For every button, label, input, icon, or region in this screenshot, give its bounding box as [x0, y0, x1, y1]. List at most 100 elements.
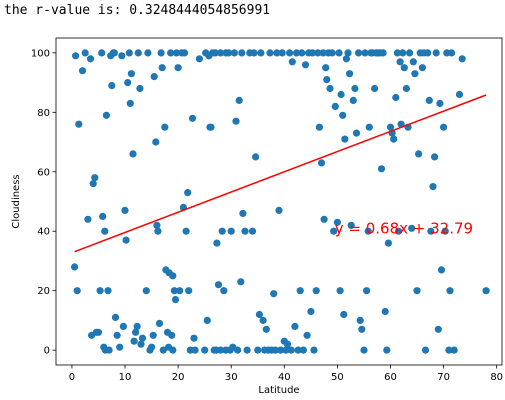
data-point: [121, 206, 129, 214]
data-point: [78, 67, 87, 75]
x-tick-label: 20: [172, 372, 185, 383]
data-point: [308, 49, 316, 57]
data-point: [201, 346, 209, 354]
data-point: [436, 99, 444, 107]
data-point: [390, 135, 398, 143]
data-point: [337, 90, 345, 99]
data-point: [122, 236, 130, 244]
data-point: [98, 49, 106, 57]
data-point: [355, 49, 363, 57]
data-point: [277, 346, 285, 354]
data-point: [429, 183, 437, 191]
data-point: [342, 55, 350, 63]
data-point: [270, 290, 278, 298]
data-point: [298, 49, 306, 57]
data-point: [207, 123, 215, 131]
data-point: [335, 49, 343, 57]
data-point: [360, 346, 368, 354]
y-tick-label: 0: [44, 346, 50, 357]
data-point: [413, 287, 421, 295]
x-tick-label: 10: [119, 372, 132, 383]
data-point: [283, 340, 292, 348]
data-point: [254, 346, 262, 354]
data-point: [91, 174, 99, 182]
data-point: [217, 49, 225, 57]
data-point: [446, 287, 454, 295]
data-point: [132, 328, 140, 336]
y-tick-label: 60: [37, 167, 50, 178]
data-point: [351, 84, 359, 93]
data-point: [171, 296, 180, 304]
data-point: [266, 49, 274, 57]
data-point: [344, 49, 352, 57]
data-point: [169, 272, 177, 280]
data-point: [383, 346, 391, 354]
data-point: [159, 346, 167, 354]
data-point: [213, 239, 221, 247]
data-point: [292, 49, 301, 57]
data-point: [340, 310, 348, 319]
data-point: [379, 49, 387, 57]
data-point: [144, 49, 152, 57]
y-axis-label: Cloudiness: [11, 174, 22, 228]
data-point: [71, 263, 79, 271]
data-point: [358, 325, 366, 333]
data-point: [86, 55, 95, 63]
data-point: [257, 49, 265, 57]
data-point: [384, 239, 392, 247]
data-point: [458, 55, 466, 63]
data-point: [152, 138, 160, 146]
data-point: [116, 343, 124, 351]
data-point: [431, 153, 439, 161]
data-point: [314, 49, 322, 57]
regression-line: [74, 94, 487, 253]
data-point: [252, 153, 260, 161]
data-point: [411, 70, 419, 78]
data-point: [331, 102, 339, 110]
data-point: [129, 150, 137, 158]
data-point: [137, 340, 145, 348]
data-point: [364, 227, 372, 235]
data-point: [248, 227, 257, 235]
data-point: [352, 129, 361, 137]
output-text: the r-value is: 0.3248444054856991: [4, 3, 271, 18]
data-point: [399, 49, 407, 57]
data-point: [400, 64, 408, 72]
data-point: [243, 346, 251, 354]
x-tick-label: 40: [278, 372, 291, 383]
x-axis-label: Latitude: [258, 385, 299, 396]
data-point: [225, 49, 233, 57]
data-point: [188, 114, 197, 122]
data-point: [155, 319, 164, 327]
data-point: [185, 287, 193, 295]
data-point: [167, 49, 175, 57]
data-point: [89, 180, 97, 188]
data-point: [190, 334, 198, 342]
data-point: [234, 346, 242, 354]
data-point: [262, 325, 270, 333]
data-point: [312, 287, 320, 295]
data-point: [169, 346, 177, 354]
data-point: [356, 316, 364, 324]
data-point: [299, 346, 307, 354]
data-point: [157, 49, 165, 57]
data-point: [328, 49, 336, 57]
data-point: [448, 49, 456, 57]
data-point: [322, 64, 330, 72]
data-point: [286, 49, 294, 57]
data-point: [118, 52, 126, 60]
data-point: [450, 346, 458, 354]
x-axis: 0 10 20 30 40 50 60 70 80: [69, 365, 503, 383]
data-point: [392, 93, 400, 102]
x-tick-label: 60: [384, 372, 397, 383]
data-point: [96, 287, 104, 295]
data-point: [218, 227, 226, 235]
data-point: [124, 79, 132, 87]
data-point: [287, 346, 295, 354]
data-point: [402, 84, 410, 93]
data-point: [339, 111, 347, 119]
y-axis: 0 20 40 60 80 100: [31, 48, 56, 357]
data-point: [381, 307, 389, 316]
data-point: [237, 278, 245, 286]
data-point: [377, 165, 386, 173]
